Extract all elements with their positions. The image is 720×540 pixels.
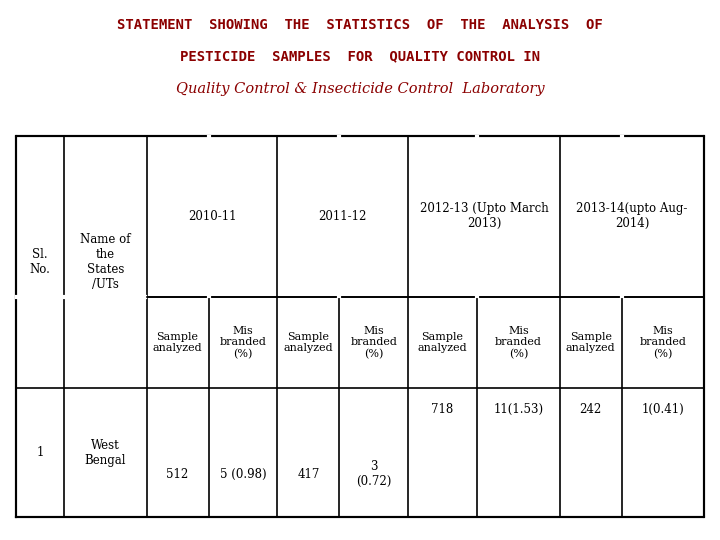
Text: 512: 512 [166, 468, 189, 481]
Text: 1: 1 [36, 446, 43, 459]
Text: Sample
analyzed: Sample analyzed [418, 332, 467, 353]
Text: STATEMENT  SHOWING  THE  STATISTICS  OF  THE  ANALYSIS  OF: STATEMENT SHOWING THE STATISTICS OF THE … [117, 17, 603, 31]
Text: PESTICIDE  SAMPLES  FOR  QUALITY CONTROL IN: PESTICIDE SAMPLES FOR QUALITY CONTROL IN [180, 50, 540, 64]
Text: Sl.
No.: Sl. No. [30, 248, 50, 276]
Text: 11(1.53): 11(1.53) [493, 403, 544, 416]
Text: 1(0.41): 1(0.41) [642, 403, 684, 416]
Text: Mis
branded
(%): Mis branded (%) [495, 326, 542, 359]
Text: Sample
analyzed: Sample analyzed [566, 332, 616, 353]
Text: 2013-14(upto Aug-
2014): 2013-14(upto Aug- 2014) [576, 202, 688, 230]
Text: 2011-12: 2011-12 [318, 210, 367, 223]
Text: 2010-11: 2010-11 [188, 210, 236, 223]
Text: Mis
branded
(%): Mis branded (%) [639, 326, 686, 359]
Text: West
Bengal: West Bengal [84, 438, 126, 467]
Text: Sample
analyzed: Sample analyzed [153, 332, 202, 353]
Text: Mis
branded
(%): Mis branded (%) [351, 326, 397, 359]
Text: 5 (0.98): 5 (0.98) [220, 468, 266, 481]
Text: 3
(0.72): 3 (0.72) [356, 460, 392, 488]
Text: Sample
analyzed: Sample analyzed [284, 332, 333, 353]
Text: 242: 242 [580, 403, 602, 416]
Text: Mis
branded
(%): Mis branded (%) [220, 326, 266, 359]
Text: 417: 417 [297, 468, 320, 481]
Text: 718: 718 [431, 403, 454, 416]
Text: Name of
the
States
/UTs: Name of the States /UTs [80, 233, 130, 291]
Text: 2012-13 (Upto March
2013): 2012-13 (Upto March 2013) [420, 202, 549, 230]
Text: Quality Control & Insecticide Control  Laboratory: Quality Control & Insecticide Control La… [176, 82, 544, 96]
